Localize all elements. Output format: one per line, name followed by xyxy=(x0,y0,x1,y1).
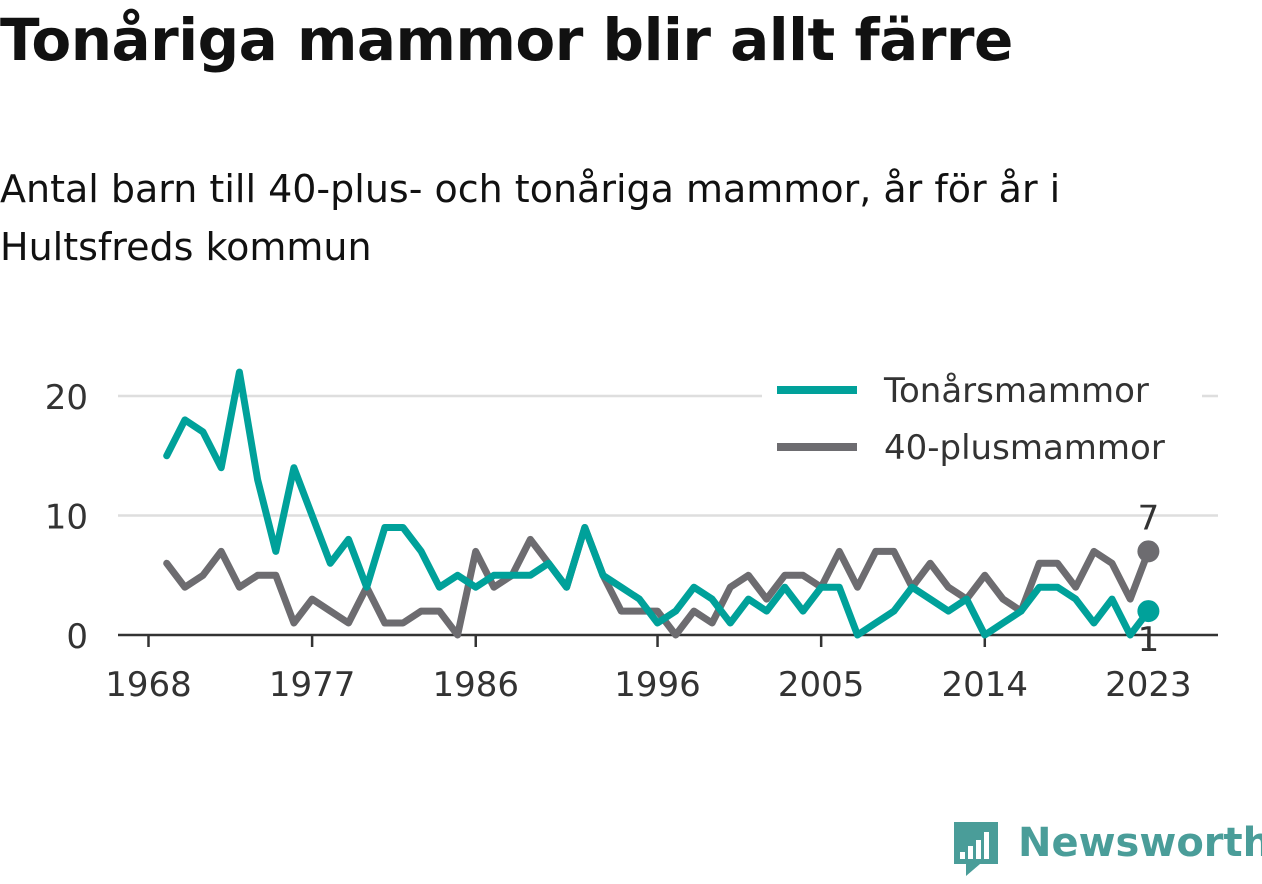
series-line-40-plusmammor xyxy=(163,524,1152,639)
x-tick-label-1977: 1977 xyxy=(269,665,356,705)
y-tick-label-10: 10 xyxy=(45,498,88,538)
newsworthy-logo: Newsworthy xyxy=(950,818,1262,880)
x-tick-label-2005: 2005 xyxy=(778,665,865,705)
brand-name: Newsworthy xyxy=(1018,820,1262,866)
end-label-tonårsmammor: 1 xyxy=(1138,620,1160,660)
chart-title: Tonåriga mammor blir allt färre xyxy=(0,6,1013,74)
x-tick-label-1996: 1996 xyxy=(614,665,701,705)
x-axis: 1968 1977 1986 1996 2005 2014 2023 xyxy=(105,633,1218,705)
y-axis-ticks: 0 10 20 xyxy=(45,378,88,657)
chart-subtitle: Antal barn till 40-plus- och tonåriga ma… xyxy=(0,167,1061,269)
x-tick-label-2023: 2023 xyxy=(1105,665,1192,705)
series-lines xyxy=(163,368,1152,639)
series-line-tonårsmammor xyxy=(163,368,1152,639)
end-point-markers: 17 xyxy=(1137,498,1160,660)
y-tick-label-20: 20 xyxy=(45,378,88,418)
x-tick-label-1968: 1968 xyxy=(105,665,192,705)
legend: Tonårsmammor 40-plusmammor xyxy=(762,362,1202,482)
legend-background xyxy=(762,362,1202,482)
legend-label-40-plusmammor: 40-plusmammor xyxy=(884,428,1165,468)
x-tick-label-1986: 1986 xyxy=(432,665,519,705)
y-tick-label-0: 0 xyxy=(66,617,88,657)
x-tick-label-2014: 2014 xyxy=(942,665,1029,705)
newsworthy-logo-icon xyxy=(954,822,998,876)
end-point-40-plusmammor xyxy=(1137,540,1160,563)
legend-label-tonårsmammor: Tonårsmammor xyxy=(883,371,1149,411)
end-label-40-plusmammor: 7 xyxy=(1138,498,1160,538)
end-point-tonårsmammor xyxy=(1137,600,1160,623)
